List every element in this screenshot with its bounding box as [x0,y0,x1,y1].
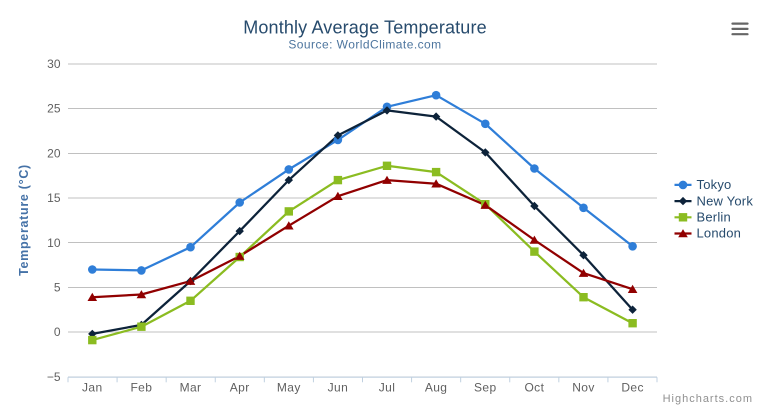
svg-text:Monthly Average Temperature: Monthly Average Temperature [243,18,487,38]
svg-text:Temperature (°C): Temperature (°C) [17,164,31,276]
svg-text:Nov: Nov [572,381,595,395]
svg-text:Berlin: Berlin [697,210,731,225]
svg-text:5: 5 [54,281,61,295]
svg-text:30: 30 [47,57,61,71]
svg-text:Feb: Feb [130,381,152,395]
svg-text:Aug: Aug [425,381,448,395]
svg-text:0: 0 [54,325,61,339]
svg-text:Jun: Jun [328,381,349,395]
svg-text:Tokyo: Tokyo [697,177,732,192]
svg-text:Mar: Mar [180,381,202,395]
svg-text:Jul: Jul [379,381,396,395]
svg-text:25: 25 [47,102,61,116]
svg-text:Oct: Oct [524,381,544,395]
svg-text:Apr: Apr [230,381,250,395]
svg-text:Sep: Sep [474,381,497,395]
svg-text:New York: New York [697,193,754,208]
svg-text:Jan: Jan [82,381,103,395]
svg-text:London: London [697,226,742,241]
svg-text:15: 15 [47,191,61,205]
svg-text:Source: WorldClimate.com: Source: WorldClimate.com [288,38,441,52]
svg-text:Dec: Dec [621,381,644,395]
svg-text:20: 20 [47,146,61,160]
svg-text:10: 10 [47,236,61,250]
svg-text:Highcharts.com: Highcharts.com [663,393,753,405]
svg-text:−5: −5 [47,370,61,384]
svg-text:May: May [277,381,301,395]
